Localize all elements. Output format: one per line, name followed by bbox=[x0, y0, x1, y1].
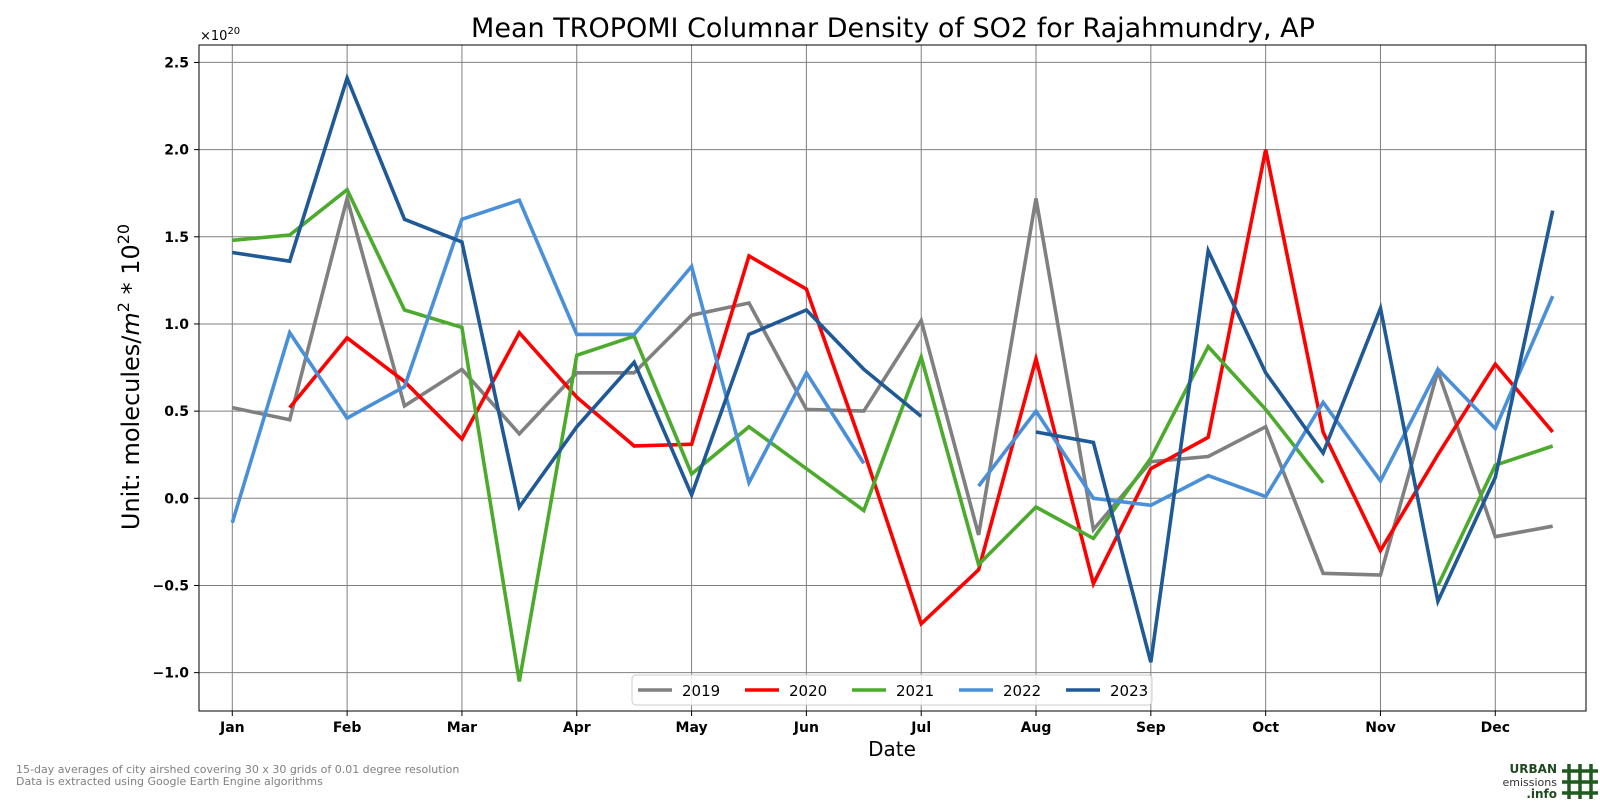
series-line-2021 bbox=[232, 190, 1552, 682]
y-tick-label: 1.0 bbox=[164, 317, 189, 333]
legend-label-2019: 2019 bbox=[682, 682, 720, 700]
x-tick-label: Aug bbox=[1021, 720, 1052, 736]
legend-label-2020: 2020 bbox=[789, 682, 827, 700]
y-tick-label: 1.5 bbox=[164, 230, 189, 246]
x-tick-label: Sep bbox=[1136, 720, 1166, 736]
series-2022 bbox=[232, 200, 1553, 523]
y-tick-label: 2.0 bbox=[164, 143, 189, 159]
y-tick-label: 0.5 bbox=[164, 404, 189, 420]
x-tick-label: Nov bbox=[1365, 720, 1395, 736]
y-axis-ticks: 2.5 2.0 1.5 1.0 0.5 0.0 −0.5 −1.0 bbox=[152, 55, 199, 681]
x-tick-label: Mar bbox=[447, 720, 477, 736]
logo-text-urban: URBAN bbox=[1510, 762, 1557, 776]
y-offset-label: ×1020 bbox=[200, 26, 240, 44]
x-tick-label: Oct bbox=[1252, 720, 1279, 736]
series-line-2019 bbox=[232, 198, 1552, 575]
series-2021 bbox=[232, 190, 1553, 682]
y-axis-label: Unit: molecules/m2 * 1020 bbox=[114, 224, 145, 530]
logo-grid-icon bbox=[1562, 764, 1598, 799]
legend-label-2022: 2022 bbox=[1003, 682, 1041, 700]
x-axis-ticks: Jan Feb Mar Apr May Jun Jul Aug Sep Oct Nov Dec bbox=[219, 711, 1510, 736]
x-tick-label: Dec bbox=[1481, 720, 1510, 736]
logo-text-info: .info bbox=[1526, 787, 1557, 800]
legend: 2019 2020 2021 2022 2023 bbox=[632, 675, 1152, 705]
y-tick-label: 2.5 bbox=[164, 55, 189, 71]
legend-label-2023: 2023 bbox=[1110, 682, 1148, 700]
chart-title: Mean TROPOMI Columnar Density of SO2 for… bbox=[471, 13, 1315, 44]
x-axis-label: Date bbox=[868, 737, 916, 761]
series-line-2022 bbox=[232, 200, 1552, 523]
x-tick-label: Apr bbox=[563, 720, 591, 736]
x-tick-label: Jul bbox=[910, 720, 931, 736]
y-tick-label: 0.0 bbox=[164, 491, 189, 507]
urban-emissions-logo: URBAN emissions .info bbox=[1503, 762, 1599, 800]
series-layer bbox=[232, 78, 1553, 681]
series-2019 bbox=[232, 198, 1553, 575]
x-tick-label: Jan bbox=[219, 720, 245, 736]
footer-note-line2: Data is extracted using Google Earth Eng… bbox=[16, 775, 323, 788]
legend-label-2021: 2021 bbox=[896, 682, 934, 700]
x-tick-label: Feb bbox=[333, 720, 362, 736]
y-tick-label: −1.0 bbox=[152, 666, 189, 682]
x-tick-label: Jun bbox=[793, 720, 819, 736]
y-tick-label: −0.5 bbox=[152, 578, 189, 594]
x-tick-label: May bbox=[676, 720, 708, 736]
